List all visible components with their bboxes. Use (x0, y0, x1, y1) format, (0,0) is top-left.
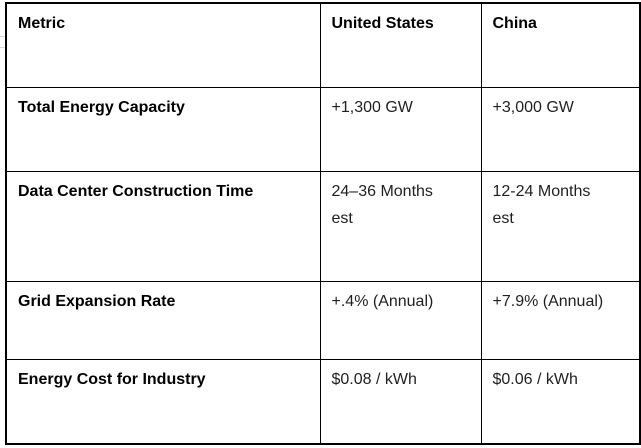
left-margin-tick-bottom (0, 47, 5, 48)
value-china-grid-expansion-rate: +7.9% (Annual) (480, 280, 641, 360)
comparison-table: Metric United States China Total Energy … (5, 2, 641, 445)
value-china-total-energy-capacity: +3,000 GW (480, 86, 641, 172)
table-row: Data Center Construction Time 24–36 Mont… (5, 170, 641, 282)
metric-energy-cost-for-industry: Energy Cost for Industry (5, 358, 321, 445)
value-china-energy-cost-for-industry: $0.06 / kWh (480, 358, 641, 445)
value-us-energy-cost-for-industry: $0.08 / kWh (319, 358, 482, 445)
column-header-united-states: United States (319, 2, 482, 88)
table-row: Total Energy Capacity +1,300 GW +3,000 G… (5, 86, 641, 172)
table-row: Energy Cost for Industry $0.08 / kWh $0.… (5, 358, 641, 445)
metric-data-center-construction-time: Data Center Construction Time (5, 170, 321, 282)
value-us-grid-expansion-rate: +.4% (Annual) (319, 280, 482, 360)
value-us-total-energy-capacity: +1,300 GW (319, 86, 482, 172)
metric-total-energy-capacity: Total Energy Capacity (5, 86, 321, 172)
value-china-data-center-construction-time: 12-24 Months est (480, 170, 641, 282)
column-header-china: China (480, 2, 641, 88)
metric-grid-expansion-rate: Grid Expansion Rate (5, 280, 321, 360)
left-margin-tick-top (0, 36, 5, 37)
table-header-row: Metric United States China (5, 2, 641, 88)
table-row: Grid Expansion Rate +.4% (Annual) +7.9% … (5, 280, 641, 360)
column-header-metric: Metric (5, 2, 321, 88)
value-us-data-center-construction-time: 24–36 Months est (319, 170, 482, 282)
